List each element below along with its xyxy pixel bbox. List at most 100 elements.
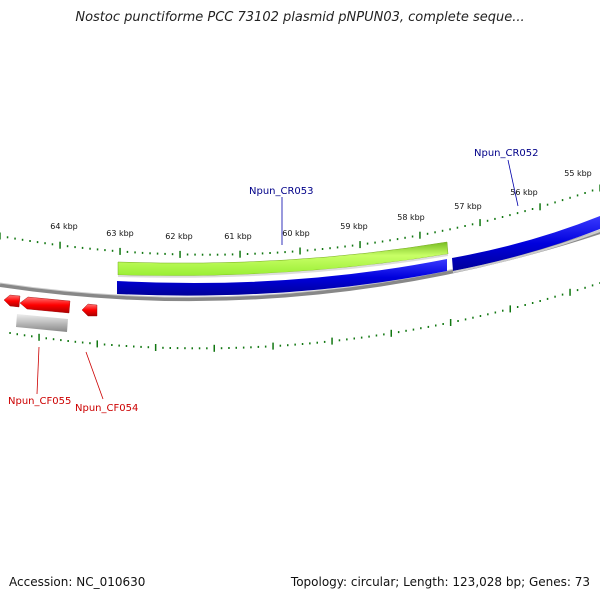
minor-tick bbox=[306, 249, 309, 252]
minor-tick bbox=[184, 347, 186, 350]
minor-tick bbox=[140, 345, 142, 348]
label-npun-cf054[interactable]: Npun_CF054 bbox=[75, 403, 138, 414]
minor-tick bbox=[89, 342, 91, 345]
minor-tick bbox=[103, 343, 106, 346]
minor-tick bbox=[546, 203, 549, 206]
major-tick bbox=[359, 241, 361, 249]
minor-tick bbox=[104, 249, 106, 252]
minor-tick bbox=[257, 345, 260, 348]
minor-tick bbox=[353, 337, 355, 340]
minor-tick bbox=[486, 219, 489, 222]
minor-tick bbox=[539, 300, 541, 302]
minor-tick bbox=[9, 332, 11, 334]
minor-tick bbox=[323, 340, 326, 343]
label-npun-cr053[interactable]: Npun_CR053 bbox=[249, 186, 314, 197]
minor-tick bbox=[374, 241, 376, 244]
major-tick bbox=[119, 247, 121, 255]
minor-tick bbox=[254, 252, 256, 255]
minor-tick bbox=[404, 236, 406, 239]
minor-tick bbox=[242, 346, 245, 349]
minor-tick bbox=[21, 238, 24, 241]
minor-tick bbox=[216, 253, 219, 256]
gene-forward-2[interactable] bbox=[452, 216, 600, 271]
tick-label: 63 kbp bbox=[106, 229, 134, 238]
feature-npun-cr053[interactable] bbox=[117, 241, 449, 277]
minor-tick bbox=[287, 344, 289, 347]
minor-tick bbox=[516, 306, 519, 308]
minor-tick bbox=[487, 313, 489, 316]
minor-tick bbox=[383, 333, 385, 336]
minor-tick bbox=[118, 344, 120, 347]
minor-tick bbox=[134, 251, 136, 254]
minor-tick bbox=[509, 214, 511, 217]
minor-tick bbox=[411, 235, 414, 238]
pseudogene[interactable] bbox=[16, 314, 68, 332]
gene-reverse-small[interactable] bbox=[3, 294, 21, 308]
minor-tick bbox=[149, 252, 151, 255]
gene-reverse-npun-cf055[interactable] bbox=[19, 296, 71, 314]
minor-tick bbox=[224, 253, 226, 256]
minor-tick bbox=[420, 327, 422, 330]
minor-tick bbox=[246, 253, 249, 255]
minor-tick bbox=[209, 253, 211, 256]
minor-tick bbox=[546, 297, 549, 300]
minor-tick bbox=[176, 347, 179, 350]
minor-tick bbox=[291, 250, 294, 253]
minor-tick bbox=[435, 324, 437, 327]
minor-tick bbox=[471, 223, 474, 226]
minor-tick bbox=[351, 244, 354, 247]
minor-tick bbox=[316, 341, 318, 344]
minor-tick bbox=[36, 241, 39, 244]
tick-label: 57 kbp bbox=[454, 202, 482, 211]
label-npun-cr052[interactable]: Npun_CR052 bbox=[474, 148, 539, 159]
minor-tick bbox=[426, 232, 429, 235]
gene-reverse-npun-cf054[interactable] bbox=[81, 303, 98, 317]
minor-tick bbox=[51, 243, 54, 246]
minor-tick bbox=[14, 237, 16, 240]
minor-tick bbox=[329, 247, 331, 250]
inner-tick-ring bbox=[9, 282, 600, 352]
minor-tick bbox=[198, 347, 201, 350]
minor-tick bbox=[346, 338, 348, 341]
minor-tick bbox=[360, 336, 363, 339]
map-title: Nostoc punctiforme PCC 73102 plasmid pNP… bbox=[75, 10, 525, 25]
minor-tick bbox=[235, 346, 237, 349]
major-tick bbox=[179, 250, 181, 258]
minor-tick bbox=[456, 226, 459, 229]
minor-tick bbox=[457, 320, 459, 322]
minor-tick bbox=[301, 343, 304, 345]
minor-tick bbox=[279, 344, 282, 347]
minor-tick bbox=[164, 252, 166, 255]
major-tick bbox=[213, 344, 215, 352]
minor-tick bbox=[60, 339, 62, 342]
minor-tick bbox=[375, 334, 378, 337]
minor-tick bbox=[126, 250, 129, 253]
major-tick bbox=[331, 337, 333, 345]
minor-tick bbox=[396, 238, 399, 241]
minor-tick bbox=[125, 345, 128, 347]
minor-tick bbox=[111, 249, 114, 252]
tick-label: 62 kbp bbox=[165, 232, 193, 241]
label-npun-cf055[interactable]: Npun_CF055 bbox=[8, 396, 71, 407]
major-tick bbox=[390, 329, 392, 337]
accession-text: Accession: NC_010630 bbox=[9, 575, 146, 589]
leader-npun-cr052 bbox=[507, 159, 519, 207]
major-tick bbox=[96, 340, 98, 348]
minor-tick bbox=[441, 229, 444, 232]
minor-tick bbox=[405, 329, 407, 332]
minor-tick bbox=[201, 253, 204, 256]
minor-tick bbox=[479, 315, 482, 317]
minor-tick bbox=[228, 347, 230, 349]
gene-forward-1[interactable] bbox=[117, 259, 447, 296]
major-tick bbox=[272, 342, 274, 350]
minor-tick bbox=[81, 341, 84, 344]
minor-tick bbox=[89, 247, 91, 250]
minor-tick bbox=[561, 199, 564, 202]
minor-tick bbox=[261, 252, 264, 255]
major-tick bbox=[419, 231, 421, 239]
minor-tick bbox=[220, 347, 223, 350]
minor-tick bbox=[554, 295, 556, 298]
tick-label: 60 kbp bbox=[282, 229, 310, 238]
minor-tick bbox=[576, 289, 579, 292]
